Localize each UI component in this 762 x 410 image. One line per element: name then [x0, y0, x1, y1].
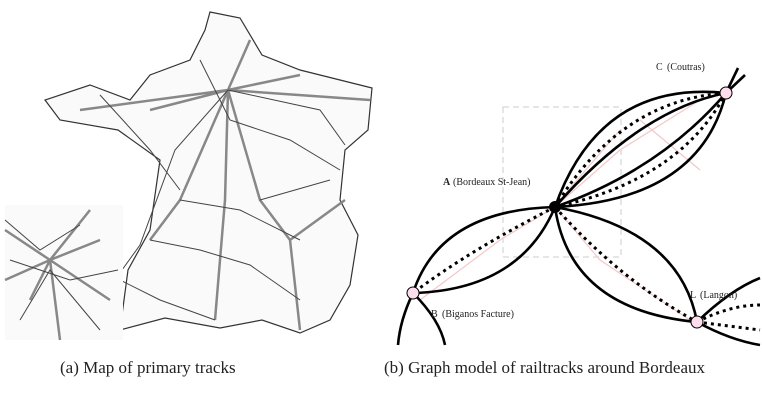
node-key: L — [690, 290, 696, 301]
node — [549, 201, 561, 213]
graph-edges — [398, 68, 760, 345]
node — [691, 316, 703, 328]
node — [720, 87, 732, 99]
graph-nodes — [407, 87, 732, 328]
caption: (b) Graph model of railtracks around Bor… — [384, 355, 762, 380]
node-name: (Biganos Facture) — [442, 309, 514, 320]
caption: (a) Map of primary tracks — [60, 355, 236, 380]
node-name: (Langon) — [700, 290, 737, 301]
node-key: A — [443, 177, 451, 188]
node-name: (Coutras) — [667, 62, 705, 73]
node-key: C — [656, 62, 663, 73]
figure: A (Bordeaux St-Jean) B (Biganos Facture)… — [0, 0, 762, 410]
inset-map — [5, 205, 123, 340]
figure-art: A (Bordeaux St-Jean) B (Biganos Facture)… — [0, 0, 762, 410]
node-key: B — [431, 309, 438, 320]
node-name: (Bordeaux St-Jean) — [453, 177, 530, 188]
node — [407, 287, 419, 299]
